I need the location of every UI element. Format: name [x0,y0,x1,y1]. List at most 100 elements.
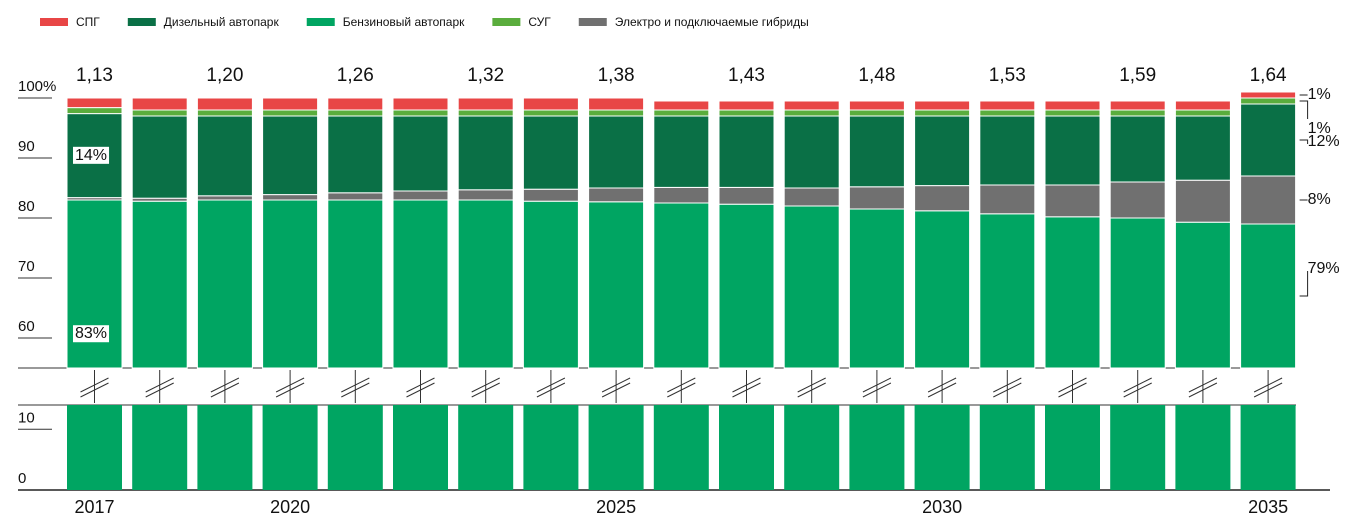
bar-segment [392,190,449,201]
total-label: 1,53 [989,65,1026,86]
bar-segment [66,107,123,115]
bar-segment [522,200,579,369]
bar-segment-lower [719,405,774,490]
break-mark [993,370,1022,403]
legend-swatch [127,18,156,26]
bar-segment [653,202,710,369]
bar-segment [131,97,188,111]
label-bg [73,325,110,343]
data-label: 8% [1308,191,1331,208]
legend-label: Электро и подключаемые гибриды [615,15,809,29]
break-mark [797,370,826,403]
bar-segment-lower [653,405,709,490]
bar-segment [848,109,905,117]
y-tick-label: 10 [18,409,35,426]
bar-segment [718,109,775,117]
bar-segment [783,115,840,189]
bar-segment [914,185,971,212]
bar-segment [653,100,710,111]
bar-segment [262,199,319,369]
bar-segment [457,115,514,191]
total-label: 1,20 [206,65,243,86]
bar-segment-lower [523,405,579,490]
bar-segment [327,97,384,111]
bar-segment-lower [1175,405,1231,490]
bar-segment [653,109,710,117]
bar-segment [262,115,319,196]
total-label: 1,43 [728,65,765,86]
total-label: 1,48 [858,65,895,86]
bar-segment [783,187,840,207]
bar-segment [783,109,840,117]
bar-segment [914,210,971,369]
x-tick-label: 2017 [74,497,114,517]
bar-segment [522,188,579,202]
bar-segment [588,201,645,369]
break-mark [1253,370,1283,403]
bar-segment [196,195,253,201]
break-mark [1188,370,1218,403]
break-mark [80,370,109,403]
bar-segment [979,213,1036,369]
bar-segment [653,186,710,204]
bar-segment [718,203,775,369]
bar-segment [457,97,514,111]
bar-segment [848,208,905,369]
bar-segment [392,97,449,111]
bar-segment [1240,223,1297,369]
bar-segment [1044,109,1101,117]
bar-segment [327,109,384,117]
data-label: 79% [1308,260,1340,277]
bar-segment [914,100,971,111]
break-mark [667,370,696,403]
bar-segment [653,115,710,188]
bar-segment [131,109,188,117]
bar-segment [1044,115,1101,186]
bar-segment-lower [1045,405,1100,490]
bar-segment [457,109,514,117]
bar-segment [457,189,514,201]
bar-segment [196,109,253,117]
bar-segment [588,109,645,117]
bar-segment [914,115,971,187]
bar-segment [1174,179,1231,223]
break-mark [471,370,500,403]
y-tick-label: 90 [18,138,35,155]
bar-segment [1240,91,1297,99]
bar-segment [718,115,775,188]
bar-segment [783,100,840,111]
break-mark [145,370,174,403]
bar-segment [262,97,319,111]
data-label: 1% [1308,120,1331,137]
bar-segment [392,109,449,117]
data-label: 83% [75,325,107,342]
bar-segment-lower [393,405,448,490]
bar-segment [1174,221,1231,369]
bar-segment [1240,97,1297,105]
total-label: 1,32 [467,65,504,86]
bar-segment [588,97,645,111]
bar-segment [979,100,1036,111]
legend-swatch [306,18,335,26]
legend-label: Дизельный автопарк [164,15,280,29]
bar-segment [783,205,840,369]
bar-segment [327,115,384,194]
y-tick-label: 100% [18,78,56,95]
break-mark [275,370,305,403]
legend-label: СУГ [528,15,551,29]
bar-segment-lower [849,405,905,490]
leader-line [1299,100,1309,119]
bar-segment [1109,100,1166,111]
bar-segment [718,100,775,111]
bar-segment-lower [327,405,383,490]
bar-segment [1109,109,1166,117]
bar-segment [522,115,579,190]
bar-segment [1174,109,1231,117]
bar-segment [327,192,384,201]
break-mark [862,370,892,403]
bar-segment-lower [458,405,514,490]
bar-segment-lower [67,405,122,490]
bar-segment-lower [1110,405,1166,490]
bar-segment [66,199,123,369]
bar-segment [588,115,645,189]
